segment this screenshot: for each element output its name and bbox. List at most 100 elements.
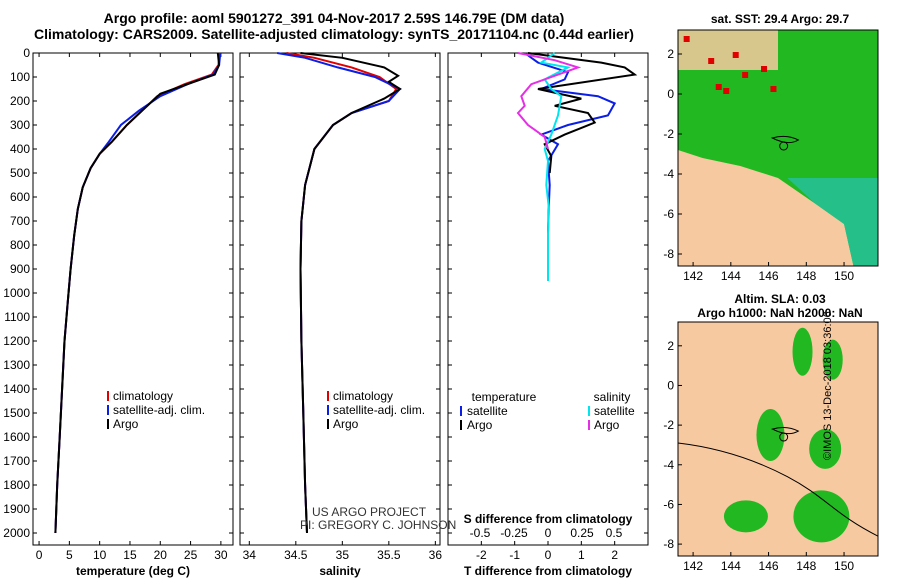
- sla-map-title-2: Argo h1000: NaN h2000: NaN: [697, 306, 863, 320]
- legend-title-temperature: temperature: [472, 390, 537, 404]
- map-x-tick-label: 148: [796, 269, 816, 283]
- sla-anomaly: [809, 428, 842, 469]
- credits: US ARGO PROJECT PI: GREGORY C. JOHNSON: [300, 506, 456, 532]
- map-coastline: [677, 442, 879, 537]
- map-y-tick-label: 0: [667, 87, 674, 101]
- legend-label: satellite-adj. clim.: [113, 403, 205, 417]
- top-x-tick-label: -0.5: [470, 526, 491, 540]
- map-frame: [677, 29, 879, 267]
- legend-label: satellite: [594, 404, 635, 418]
- map-y-tick-label: -4: [663, 167, 674, 181]
- map-y-tick-label: 2: [667, 339, 674, 353]
- map-sla: [677, 321, 879, 557]
- map-coastline: [770, 135, 800, 144]
- top-x-tick-label: 0: [545, 526, 552, 540]
- map-x-tick-label: 144: [721, 269, 741, 283]
- map-x-tick-label: 146: [759, 559, 779, 573]
- y-tick-label: 2000: [3, 526, 30, 540]
- y-tick-label: 1200: [3, 334, 30, 348]
- argo-location-marker: [779, 432, 789, 442]
- x-tick-label: 15: [123, 548, 137, 562]
- y-tick-label: 1000: [3, 286, 30, 300]
- header-line-1: Argo profile: aoml 5901272_391 04-Nov-20…: [103, 10, 565, 26]
- legend-label: climatology: [113, 389, 173, 403]
- sst-pixel: [715, 84, 722, 90]
- y-tick-label: 200: [10, 94, 30, 108]
- x-tick-label: -2: [476, 548, 487, 562]
- map-y-tick-label: -4: [663, 458, 674, 472]
- map-y-tick-label: -2: [663, 418, 674, 432]
- x-tick-label: 0: [36, 548, 43, 562]
- y-tick-label: 1900: [3, 502, 30, 516]
- x-tick-label: 1: [578, 548, 585, 562]
- plot-difference: [447, 52, 649, 546]
- x-tick-label: 34: [243, 548, 257, 562]
- header: Argo profile: aoml 5901272_391 04-Nov-20…: [0, 10, 668, 42]
- legend-label: Argo: [467, 418, 493, 432]
- series-line-t-satellite: [524, 52, 617, 234]
- sst-pixel: [683, 36, 690, 42]
- x-tick-label: 35: [336, 548, 350, 562]
- series-line-s-satellite: [538, 52, 572, 281]
- x-axis-label: salinity: [319, 564, 361, 578]
- x-tick-label: 0: [545, 548, 552, 562]
- map-x-tick-label: 150: [834, 559, 854, 573]
- map-y-tick-label: -8: [663, 247, 674, 261]
- x-tick-label: 2: [611, 548, 618, 562]
- map-x-tick-label: 150: [834, 269, 854, 283]
- y-tick-label: 900: [10, 262, 30, 276]
- sla-map-title-1: Altim. SLA: 0.03: [734, 292, 826, 306]
- x-tick-label: 30: [214, 548, 228, 562]
- x-tick-label: 34.5: [284, 548, 308, 562]
- sla-anomaly: [756, 409, 785, 462]
- plot-salinity: [239, 52, 441, 546]
- sst-pixel: [708, 58, 715, 64]
- top-x-tick-label: -0.25: [500, 526, 528, 540]
- y-tick-label: 1500: [3, 406, 30, 420]
- sst-pixel: [770, 86, 777, 92]
- y-tick-label: 1100: [4, 310, 30, 324]
- y-tick-label: 800: [10, 238, 30, 252]
- series-line-t-argo: [527, 52, 638, 174]
- y-tick-label: 100: [10, 70, 30, 84]
- map-y-tick-label: 2: [667, 47, 674, 61]
- sla-anomaly: [723, 500, 768, 533]
- sst-pixel: [742, 72, 749, 78]
- x-tick-label: -1: [509, 548, 520, 562]
- x-tick-label: 5: [66, 548, 73, 562]
- series-line-argo: [299, 52, 402, 534]
- map-x-tick-label: 144: [721, 559, 741, 573]
- plot-frame: [239, 52, 441, 546]
- y-tick-label: 1800: [3, 478, 30, 492]
- legend-label: Argo: [333, 417, 359, 431]
- legend-title-salinity: salinity: [594, 390, 631, 404]
- x-tick-label: 36: [429, 548, 443, 562]
- x-axis-label: T difference from climatology: [464, 564, 632, 578]
- x-axis-label: temperature (deg C): [76, 564, 190, 578]
- map-x-tick-label: 146: [759, 269, 779, 283]
- legend-label: climatology: [333, 389, 393, 403]
- series-line-s-argo: [516, 52, 582, 150]
- plot-frame: [447, 52, 649, 546]
- legend-label: satellite-adj. clim.: [333, 403, 425, 417]
- map-x-tick-label: 142: [683, 559, 703, 573]
- map-land-patch: [678, 30, 778, 70]
- y-tick-label: 1400: [3, 382, 30, 396]
- map-y-tick-label: -8: [663, 537, 674, 551]
- map-y-tick-label: -2: [663, 127, 674, 141]
- x-tick-label: 35.5: [377, 548, 401, 562]
- plot-frame: [32, 52, 234, 546]
- map-ocean-warm: [787, 178, 878, 266]
- top-x-tick-label: 0.5: [606, 526, 623, 540]
- y-tick-label: 300: [10, 118, 30, 132]
- x-tick-label: 25: [184, 548, 198, 562]
- legend-label: Argo: [113, 417, 139, 431]
- header-line-2: Climatology: CARS2009. Satellite-adjuste…: [34, 26, 634, 42]
- y-tick-label: 1600: [3, 430, 30, 444]
- map-x-tick-label: 148: [796, 559, 816, 573]
- sla-anomaly: [792, 327, 813, 376]
- watermark: ©IMOS 13-Dec-2018 03:36:06: [822, 311, 834, 460]
- map-x-tick-label: 142: [683, 269, 703, 283]
- plot-temperature: [32, 52, 234, 546]
- y-tick-label: 1300: [3, 358, 30, 372]
